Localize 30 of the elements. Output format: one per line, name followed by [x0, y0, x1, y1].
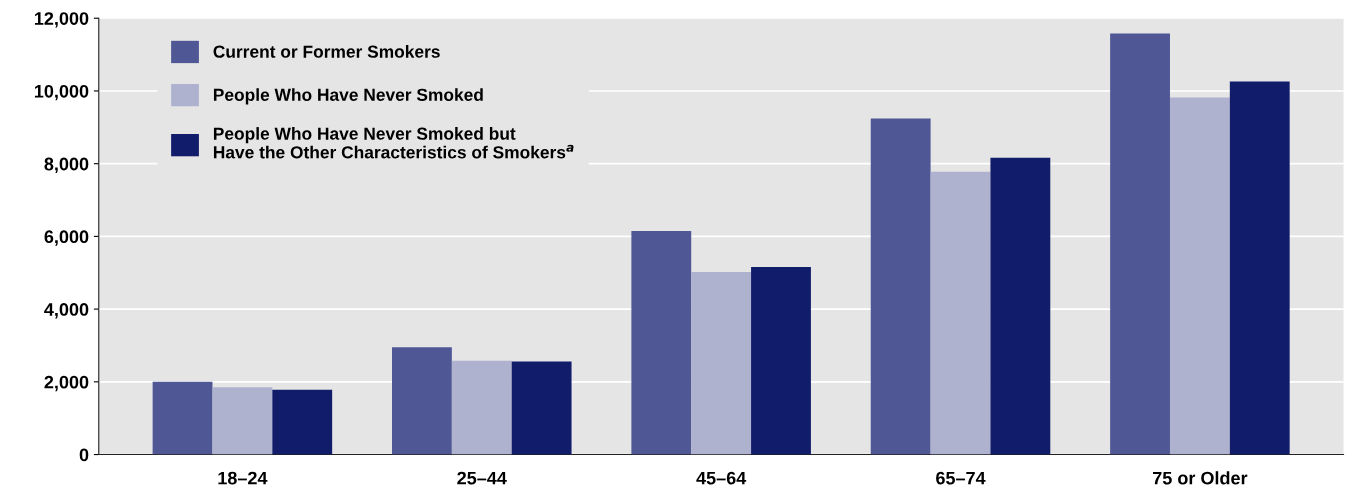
- legend-label: People Who Have Never Smoked but Have the Other Characteristics of Smokers$^{a}$: [213, 127, 574, 159]
- y-tick-label: 0: [79, 448, 89, 462]
- bar: [870, 118, 931, 455]
- bar: [1169, 97, 1230, 455]
- bar: [272, 389, 333, 455]
- x-tick-label: 45–64: [696, 471, 747, 485]
- legend-label: People Who Have Never Smoked: [213, 88, 483, 105]
- bar: [511, 361, 572, 455]
- y-tick-label: 10,000: [34, 84, 89, 101]
- y-tick-label: 4,000: [44, 303, 89, 319]
- bar: [990, 157, 1051, 455]
- bar: [1110, 33, 1170, 455]
- y-tick-label: 2,000: [44, 375, 89, 392]
- bar: [1229, 81, 1290, 455]
- y-tick-label: 8,000: [44, 157, 89, 174]
- bar: [451, 360, 512, 455]
- bar: [691, 272, 752, 455]
- y-tick-label: 6,000: [44, 230, 89, 246]
- bar: [152, 381, 213, 455]
- bar: [392, 347, 452, 455]
- bar: [751, 266, 811, 455]
- x-tick-label: 18–24: [218, 471, 268, 485]
- bar: [212, 387, 273, 455]
- y-tick-label: 12,000: [34, 12, 89, 28]
- bar: [631, 230, 692, 455]
- legend-label: Current or Former Smokers: [213, 45, 440, 58]
- x-tick-label: 25–44: [457, 471, 507, 485]
- bar: [930, 171, 991, 455]
- x-tick-label: 75 or Older: [1153, 471, 1248, 485]
- x-tick-label: 65–74: [936, 471, 986, 485]
